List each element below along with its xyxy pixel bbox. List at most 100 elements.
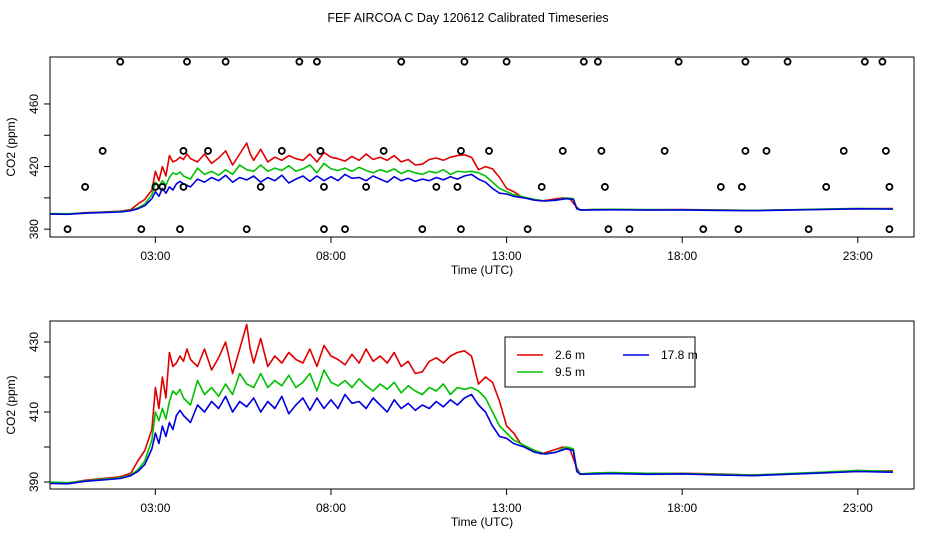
bottom-plot-frame	[49, 320, 915, 490]
bottom-y-axis-label: CO2 (ppm)	[4, 375, 18, 434]
bottom-x-tick-label: 23:00	[843, 501, 873, 515]
top-plot-frame	[49, 56, 915, 238]
calibration-point	[457, 147, 465, 155]
top-series-line-17-8-m	[49, 173, 893, 216]
calibration-point	[485, 147, 493, 155]
top-plot-axes: 03:00 08:00 13:00 18:00 23:00 Time (UTC) 380 42…	[4, 94, 873, 277]
calibration-point	[594, 57, 602, 66]
calibration-point	[179, 183, 188, 191]
top-y-tick-label: 420	[27, 156, 41, 176]
top-panel: 03:00 08:00 13:00 18:00 23:00 Time (UTC) 380 42…	[4, 56, 915, 277]
top-y-tick-label: 380	[27, 219, 41, 239]
calibration-point	[151, 183, 160, 191]
calibration-point	[885, 183, 894, 191]
calibration-point	[762, 147, 771, 155]
calibration-point	[256, 183, 265, 191]
calibration-point	[453, 183, 462, 191]
calibration-point	[804, 225, 813, 234]
bottom-y-tick-label: 410	[27, 402, 41, 422]
top-plot-marks	[49, 57, 894, 234]
legend-label: 9.5 m	[555, 365, 585, 379]
calibration-point	[418, 225, 427, 234]
calibration-point	[204, 147, 212, 155]
top-x-tick-label: 13:00	[492, 249, 522, 263]
calibration-point	[313, 57, 321, 66]
top-y-axis-label: CO2 (ppm)	[4, 117, 18, 176]
bottom-series-line-2-6-m	[49, 323, 893, 484]
calibration-point	[597, 147, 606, 155]
bottom-series-line-17-8-m	[49, 393, 893, 485]
calibration-point	[699, 225, 708, 234]
top-y-tick-label: 460	[27, 94, 41, 114]
calibration-point	[885, 225, 894, 234]
calibration-point	[379, 147, 388, 155]
calibration-point	[878, 57, 887, 66]
chart-title: FEF AIRCOA C Day 120612 Calibrated Times…	[327, 11, 608, 25]
calibration-point	[734, 225, 743, 234]
calibration-point	[242, 225, 251, 234]
calibration-point	[783, 57, 792, 66]
bottom-x-tick-label: 13:00	[492, 501, 522, 515]
bottom-y-tick-label: 430	[27, 332, 41, 352]
top-series-line-2-6-m	[49, 142, 893, 215]
calibration-point	[63, 225, 72, 234]
calibration-point	[558, 147, 567, 155]
bottom-x-axis-label: Time (UTC)	[451, 515, 513, 529]
bottom-y-tick-label: 390	[27, 472, 41, 492]
calibration-point	[716, 183, 725, 191]
calibration-point	[860, 57, 869, 66]
calibration-point	[137, 225, 146, 234]
calibration-point	[397, 57, 406, 66]
bottom-x-tick-label: 08:00	[316, 501, 346, 515]
calibration-point	[316, 147, 325, 155]
calibration-point	[822, 183, 831, 191]
calibration-point	[579, 57, 588, 66]
calibration-point	[674, 57, 683, 66]
calibration-point	[537, 183, 546, 191]
bottom-panel: 03:00 08:00 13:00 18:00 23:00 Time (UTC) 390 41…	[4, 320, 915, 529]
calibration-point	[98, 147, 107, 155]
calibration-point	[839, 147, 848, 155]
calibration-point	[882, 147, 890, 155]
calibration-point	[362, 183, 370, 191]
calibration-point	[277, 147, 286, 155]
bottom-series-line-9-5-m	[49, 369, 893, 484]
calibration-point	[116, 57, 125, 66]
calibration-point	[604, 225, 613, 234]
legend-label: 17.8 m	[661, 348, 698, 362]
calibration-point	[502, 57, 511, 66]
bottom-plot-marks	[49, 323, 893, 485]
calibration-point	[625, 225, 634, 234]
top-x-axis-label: Time (UTC)	[451, 263, 513, 277]
calibration-point	[523, 225, 532, 234]
calibration-point	[320, 183, 328, 191]
top-x-tick-label: 18:00	[667, 249, 697, 263]
calibration-point	[660, 147, 669, 155]
calibration-point	[738, 183, 746, 191]
calibration-point	[320, 225, 328, 234]
bottom-plot-axes: 03:00 08:00 13:00 18:00 23:00 Time (UTC) 390 41…	[4, 332, 873, 529]
calibration-point	[158, 183, 167, 191]
top-x-tick-label: 08:00	[316, 249, 346, 263]
calibration-point	[741, 57, 750, 66]
top-x-tick-label: 23:00	[843, 249, 873, 263]
legend-box	[504, 336, 696, 388]
calibration-point	[601, 183, 609, 191]
calibration-point	[741, 147, 750, 155]
top-series-line-9-5-m	[49, 162, 893, 215]
top-x-tick-label: 03:00	[140, 249, 170, 263]
calibration-point	[183, 57, 191, 66]
calibration-point	[432, 183, 441, 191]
calibration-point	[341, 225, 349, 234]
calibration-point	[179, 147, 188, 155]
calibration-point	[295, 57, 304, 66]
legend: 2.6 m 17.8 m 9.5 m	[504, 336, 698, 388]
calibration-point	[221, 57, 230, 66]
calibration-point	[81, 183, 90, 191]
bottom-x-tick-label: 03:00	[140, 501, 170, 515]
calibration-point	[460, 57, 469, 66]
bottom-x-tick-label: 18:00	[667, 501, 697, 515]
calibration-point	[457, 225, 465, 234]
legend-label: 2.6 m	[555, 348, 585, 362]
